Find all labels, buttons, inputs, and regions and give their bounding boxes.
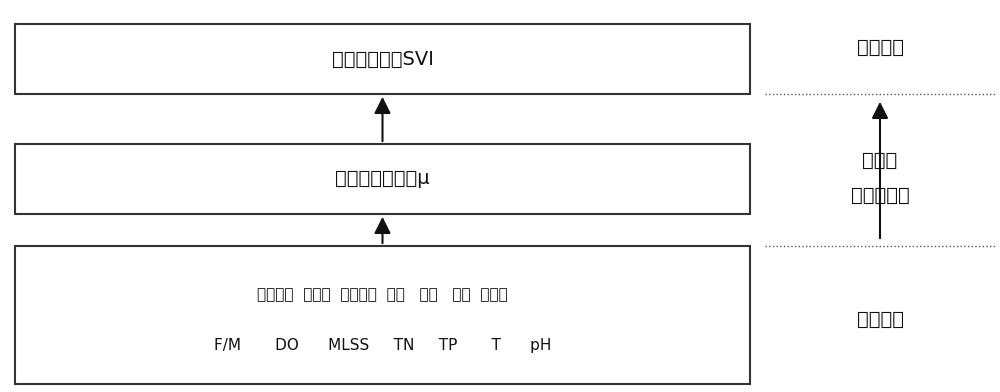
Text: 丝状菌比生长率μ: 丝状菌比生长率μ bbox=[335, 169, 430, 189]
FancyBboxPatch shape bbox=[15, 24, 750, 94]
Text: 输入变量: 输入变量 bbox=[857, 310, 904, 328]
Text: 生长动力学: 生长动力学 bbox=[851, 185, 909, 205]
FancyBboxPatch shape bbox=[15, 246, 750, 384]
Text: F/M       DO      MLSS     TN     TP       T      pH: F/M DO MLSS TN TP T pH bbox=[214, 338, 551, 353]
Text: 输出变量: 输出变量 bbox=[857, 38, 904, 56]
Text: 丝状菌: 丝状菌 bbox=[862, 151, 898, 169]
FancyBboxPatch shape bbox=[15, 144, 750, 214]
Text: 污泥负荷  溶解氧  污泥浓度  总氮   总磷   温度  酸碱度: 污泥负荷 溶解氧 污泥浓度 总氮 总磷 温度 酸碱度 bbox=[257, 287, 508, 302]
Text: 污泥体积指数SVI: 污泥体积指数SVI bbox=[332, 49, 433, 69]
